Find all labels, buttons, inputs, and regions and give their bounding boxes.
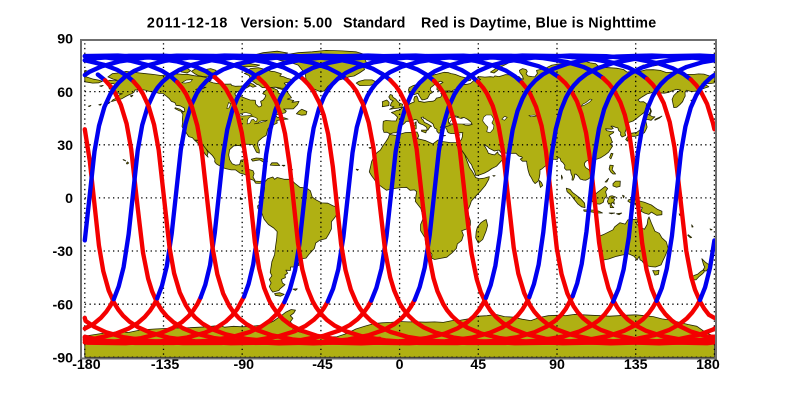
svg-text:Red is Daytime, Blue is Nightt: Red is Daytime, Blue is Nighttime: [421, 16, 656, 32]
svg-text:-45: -45: [312, 357, 333, 373]
svg-text:-180: -180: [72, 357, 101, 373]
svg-text:-30: -30: [52, 244, 73, 260]
svg-text:0: 0: [396, 357, 404, 373]
svg-text:2011-12-18: 2011-12-18: [147, 16, 228, 32]
svg-text:135: 135: [624, 357, 648, 373]
svg-text:Version: 5.00: Version: 5.00: [240, 16, 332, 32]
svg-text:180: 180: [696, 357, 720, 373]
svg-text:Standard: Standard: [343, 16, 405, 32]
svg-text:90: 90: [549, 357, 565, 373]
svg-text:-135: -135: [151, 357, 180, 373]
svg-text:90: 90: [57, 32, 73, 48]
svg-text:-90: -90: [234, 357, 255, 373]
svg-text:0: 0: [65, 191, 73, 207]
svg-text:45: 45: [470, 357, 486, 373]
svg-text:30: 30: [57, 138, 73, 154]
svg-text:-90: -90: [52, 351, 73, 367]
svg-text:60: 60: [57, 85, 73, 101]
svg-text:-60: -60: [52, 297, 73, 313]
